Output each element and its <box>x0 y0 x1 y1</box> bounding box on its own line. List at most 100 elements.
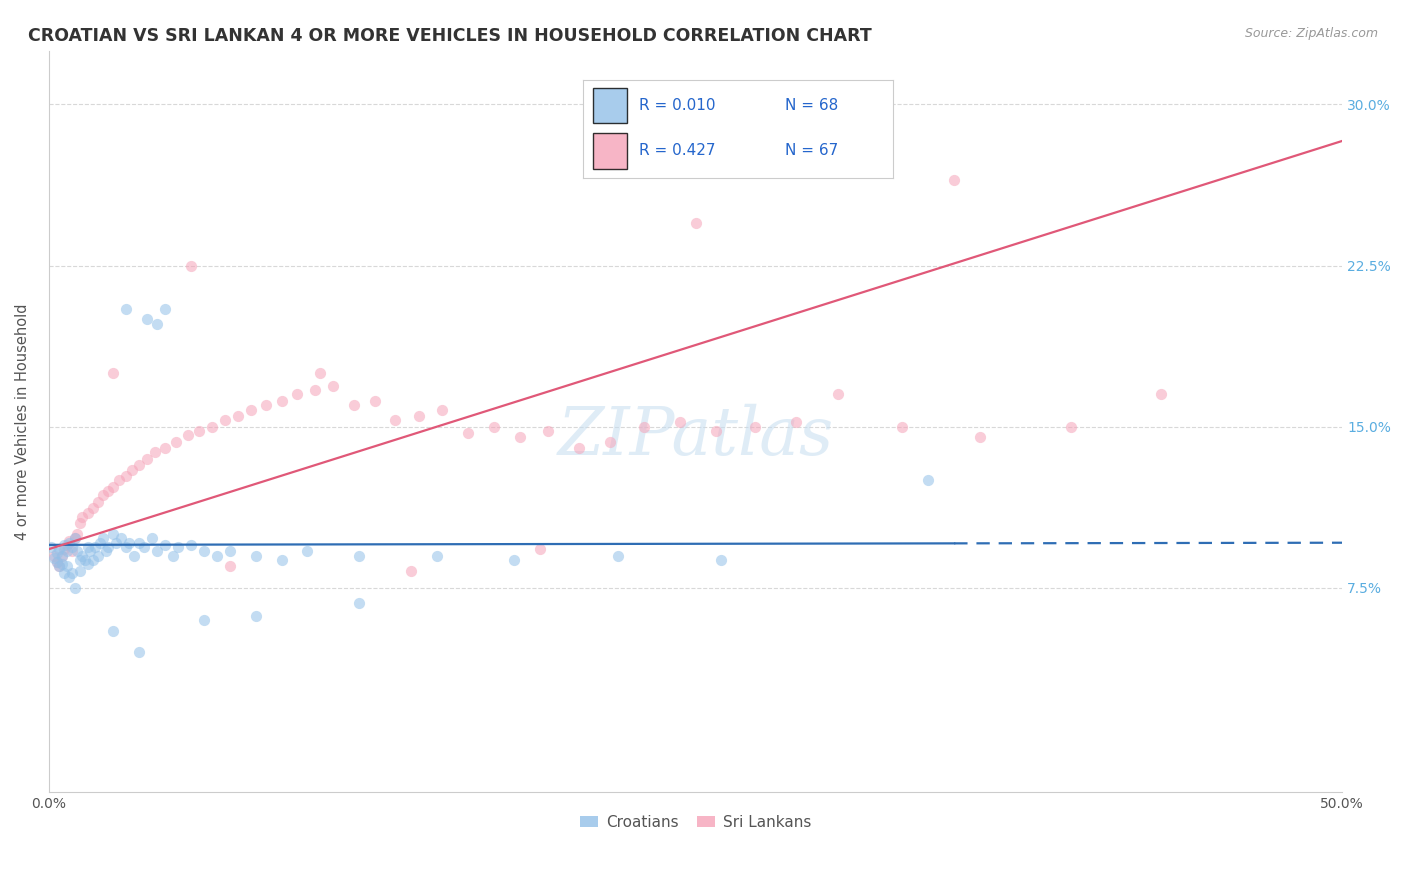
Point <box>42 549 65 563</box>
Point <box>457 426 479 441</box>
Point <box>785 416 807 430</box>
Point <box>60 540 83 554</box>
Point <box>76 506 98 520</box>
Point <box>69 553 91 567</box>
Point <box>82 553 104 567</box>
Point <box>1150 387 1173 401</box>
Point <box>943 172 966 186</box>
Point <box>72 510 94 524</box>
Point <box>60 544 83 558</box>
Point <box>891 419 914 434</box>
Point <box>827 387 849 401</box>
Point <box>134 540 156 554</box>
Point <box>529 542 551 557</box>
Point <box>41 540 63 554</box>
FancyBboxPatch shape <box>593 88 627 123</box>
Point <box>254 398 277 412</box>
Point <box>1059 419 1081 434</box>
Point <box>110 532 132 546</box>
Point <box>84 540 107 554</box>
Point <box>89 535 111 549</box>
Point <box>153 538 176 552</box>
Point <box>58 533 80 548</box>
Point <box>245 549 267 563</box>
Point <box>606 549 628 563</box>
Point <box>177 428 200 442</box>
Point <box>105 535 128 549</box>
Point <box>97 540 120 554</box>
Point <box>48 542 70 557</box>
Point <box>162 549 184 563</box>
Point <box>165 434 187 449</box>
Point <box>66 527 89 541</box>
Point <box>51 549 73 563</box>
Point <box>63 581 86 595</box>
Point <box>56 538 79 552</box>
Point <box>121 463 143 477</box>
Point <box>704 424 727 438</box>
Point <box>408 409 430 423</box>
Point <box>53 538 76 552</box>
Point <box>58 535 80 549</box>
Point <box>69 564 91 578</box>
Point <box>56 559 79 574</box>
Point <box>285 387 308 401</box>
Point <box>599 434 621 449</box>
Point <box>143 445 166 459</box>
Point <box>115 540 138 554</box>
Point <box>42 550 65 565</box>
Point <box>103 480 125 494</box>
Point <box>45 555 67 569</box>
Point <box>103 366 125 380</box>
Point <box>509 430 531 444</box>
Y-axis label: 4 or more Vehicles in Household: 4 or more Vehicles in Household <box>15 303 30 540</box>
FancyBboxPatch shape <box>593 133 627 169</box>
Point <box>115 469 138 483</box>
Point <box>76 540 98 554</box>
Point <box>193 613 215 627</box>
Point <box>53 542 76 557</box>
Point <box>45 555 67 569</box>
Point <box>58 570 80 584</box>
Point <box>180 538 202 552</box>
Point <box>141 532 163 546</box>
Text: ZIPatlas: ZIPatlas <box>557 403 834 469</box>
Point <box>710 553 733 567</box>
Point <box>48 559 70 574</box>
Point <box>364 393 387 408</box>
Text: N = 68: N = 68 <box>785 98 838 112</box>
Point <box>153 441 176 455</box>
Point <box>87 495 110 509</box>
Point <box>426 549 449 563</box>
Point <box>51 549 73 563</box>
Point <box>103 527 125 541</box>
Point <box>347 596 370 610</box>
Point <box>297 544 319 558</box>
Point <box>669 416 692 430</box>
Text: R = 0.010: R = 0.010 <box>640 98 716 112</box>
Point <box>63 532 86 546</box>
Point <box>97 484 120 499</box>
Point <box>69 516 91 531</box>
Point <box>146 317 169 331</box>
Point <box>239 402 262 417</box>
Point <box>270 393 292 408</box>
Point <box>245 608 267 623</box>
Point <box>136 312 159 326</box>
Point <box>128 458 150 473</box>
Point <box>226 409 249 423</box>
Point <box>218 544 240 558</box>
Point <box>60 566 83 580</box>
Point <box>45 546 67 560</box>
Point <box>205 549 228 563</box>
Text: R = 0.427: R = 0.427 <box>640 143 716 158</box>
Point <box>115 301 138 316</box>
Point <box>322 379 344 393</box>
Point <box>568 441 591 455</box>
Point <box>214 413 236 427</box>
Point <box>118 535 141 549</box>
Legend: Croatians, Sri Lankans: Croatians, Sri Lankans <box>574 809 817 836</box>
Point <box>917 474 939 488</box>
Point <box>180 259 202 273</box>
Point <box>153 301 176 316</box>
